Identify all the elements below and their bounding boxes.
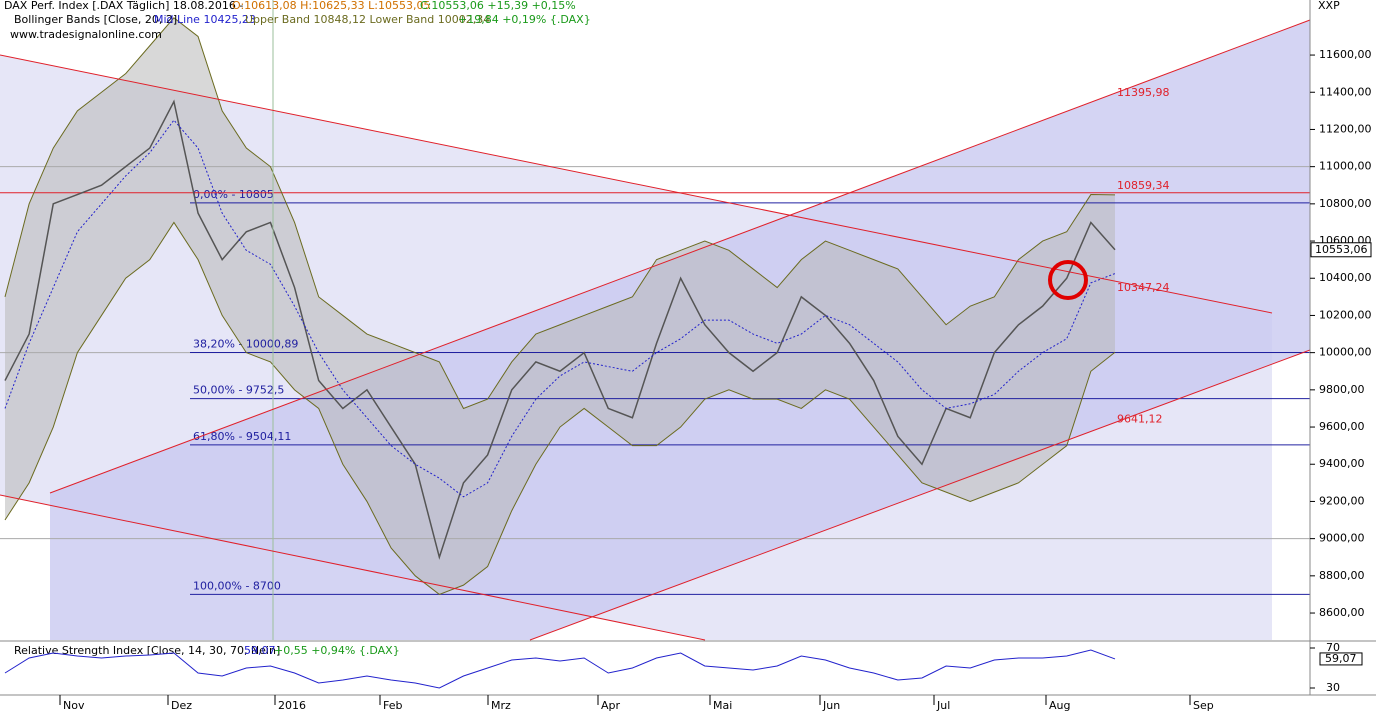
band-fill [5, 17, 1115, 595]
rsi-value: 59,07 [244, 644, 276, 657]
resistance-label: 10859,34 [1117, 179, 1170, 192]
y-tick-label: 8800,00 [1319, 569, 1365, 582]
x-tick-label: Aug [1049, 699, 1070, 712]
rsi-title: Relative Strength Index [Close, 14, 30, … [14, 644, 280, 657]
y-tick-label: 9000,00 [1319, 532, 1365, 545]
rsi-line [4, 649, 1116, 689]
fib-label: 0,00% - 10805 [193, 188, 274, 201]
x-tick-label: 2016 [278, 699, 306, 712]
y-tick-label: 10400,00 [1319, 271, 1372, 284]
rsi-change: +0,55 +0,94% {.DAX} [274, 644, 400, 657]
x-tick-label: Jul [936, 699, 950, 712]
price-axis [1310, 0, 1376, 717]
y-tick-label: 9400,00 [1319, 457, 1365, 470]
trend-line [0, 494, 706, 641]
corner-label: XXP [1318, 0, 1340, 12]
x-tick-label: Mai [713, 699, 732, 712]
trend-line [49, 19, 1311, 494]
trend-line [0, 54, 1273, 314]
header-ohlc: O:10613,08 H:10625,33 L:10553,05 [232, 0, 430, 12]
last-price-box [1310, 242, 1372, 258]
series-line [4, 17, 1116, 410]
x-tick-label: Feb [383, 699, 402, 712]
rsi-tick-label: 30 [1326, 681, 1340, 694]
y-tick-label: 10800,00 [1319, 197, 1372, 210]
bollinger-bands: Upper Band 10848,12 Lower Band 10002,34 [245, 13, 490, 26]
trend-label: 11395,98 [1117, 86, 1170, 99]
fib-label: 50,00% - 9752,5 [193, 384, 284, 397]
header-close: C:10553,06 +15,39 +0,15% [420, 0, 576, 12]
last-price-label: 10553,06 [1315, 243, 1368, 256]
rsi-tick-label: 70 [1326, 641, 1340, 654]
header-instrument: DAX Perf. Index [.DAX Täglich] 18.08.201… [4, 0, 243, 12]
x-tick-label: Sep [1193, 699, 1214, 712]
fib-label: 100,00% - 8700 [193, 579, 281, 592]
x-tick-label: Apr [601, 699, 621, 712]
rsi-last-box [1319, 652, 1363, 666]
x-tick-label: Dez [171, 699, 192, 712]
bollinger-change: +19,84 +0,19% {.DAX} [458, 13, 591, 26]
x-tick-label: Jun [822, 699, 840, 712]
y-tick-label: 10200,00 [1319, 308, 1372, 321]
series-line [4, 221, 1116, 595]
y-tick-label: 11200,00 [1319, 122, 1372, 135]
y-tick-label: 8600,00 [1319, 606, 1365, 619]
y-tick-label: 11400,00 [1319, 85, 1372, 98]
fib-label: 61,80% - 9504,11 [193, 430, 291, 443]
fib-label: 38,20% - 10000,89 [193, 337, 298, 350]
rsi-last-label: 59,07 [1325, 652, 1357, 665]
trend-line [529, 349, 1311, 641]
series-line [4, 99, 1116, 560]
y-tick-label: 9600,00 [1319, 420, 1365, 433]
x-tick-label: Nov [63, 699, 85, 712]
website: www.tradesignalonline.com [10, 28, 162, 41]
series-line [4, 119, 1116, 498]
highlight-circle [1048, 260, 1088, 300]
trend-label: 9641,12 [1117, 412, 1163, 425]
bollinger-mid: Mid Line 10425,23 [154, 13, 256, 26]
y-tick-label: 11000,00 [1319, 160, 1372, 173]
x-tick-label: Mrz [491, 699, 511, 712]
bollinger-name: Bollinger Bands [Close, 20, 2] [14, 13, 177, 26]
y-tick-label: 9800,00 [1319, 383, 1365, 396]
y-tick-label: 11600,00 [1319, 48, 1372, 61]
y-tick-label: 10000,00 [1319, 346, 1372, 359]
y-tick-label: 9200,00 [1319, 494, 1365, 507]
